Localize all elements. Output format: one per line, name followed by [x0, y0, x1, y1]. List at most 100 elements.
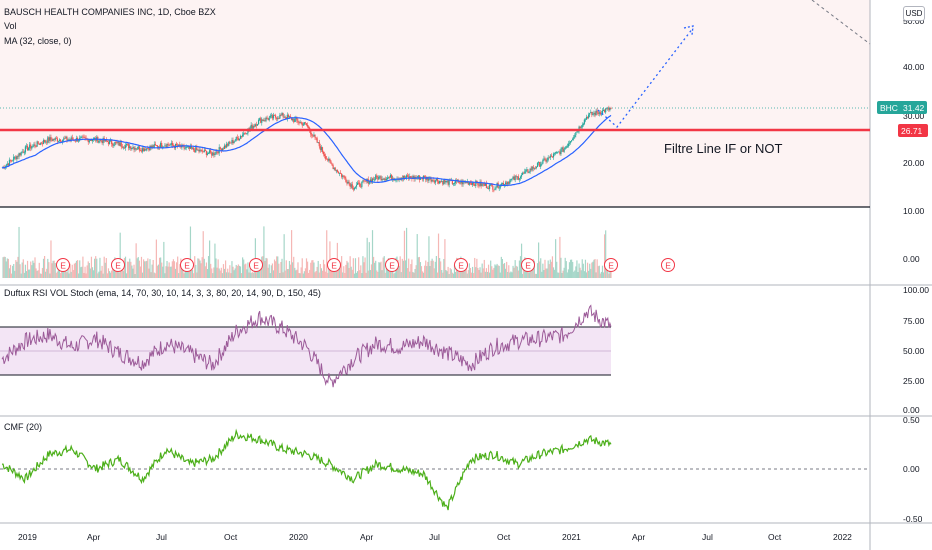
volume-bar	[393, 273, 395, 278]
candle-body	[498, 187, 500, 189]
volume-bar	[434, 261, 436, 278]
candle-body	[334, 167, 336, 171]
earnings-marker[interactable]	[327, 258, 341, 272]
candle-body	[109, 140, 112, 141]
volume-bar	[360, 265, 362, 278]
volume-bar	[474, 257, 476, 278]
volume-bar	[322, 259, 325, 278]
volume-bar	[130, 261, 132, 278]
volume-bar	[454, 271, 457, 278]
volume-bar	[424, 265, 426, 278]
volume-bar	[403, 230, 406, 278]
earnings-marker[interactable]	[111, 258, 125, 272]
candle-body	[594, 112, 596, 116]
candle-body	[84, 137, 86, 139]
volume-bar	[224, 260, 227, 278]
volume-bar	[293, 256, 295, 278]
candle-body	[191, 147, 194, 149]
candle-body	[257, 119, 260, 125]
volume-bar	[157, 264, 160, 278]
volume-bar	[14, 270, 16, 278]
volume-bar	[211, 268, 213, 278]
volume-bar	[303, 271, 305, 278]
candle-body	[195, 147, 197, 153]
volume-bar	[476, 258, 478, 278]
candle-body	[315, 137, 317, 139]
volume-bar	[435, 256, 437, 278]
volume-bar	[588, 270, 590, 278]
volume-bar	[90, 256, 93, 278]
volume-bar	[199, 260, 201, 278]
volume-bar	[578, 263, 580, 278]
earnings-marker[interactable]	[180, 258, 194, 272]
candle-body	[118, 141, 120, 146]
earnings-marker[interactable]	[661, 258, 675, 272]
time-tick: Oct	[497, 532, 511, 542]
candle-body	[591, 111, 593, 115]
volume-bar	[327, 272, 329, 278]
volume-bar	[561, 272, 563, 278]
candle-body	[66, 136, 68, 141]
volume-bar	[538, 242, 540, 278]
candle-body	[286, 114, 288, 119]
candle-body	[354, 186, 357, 188]
candle-body	[598, 112, 600, 114]
volume-bar	[275, 261, 277, 278]
candle-body	[430, 177, 432, 182]
earnings-marker[interactable]	[249, 258, 263, 272]
candle-body	[437, 181, 440, 184]
volume-bar	[140, 256, 143, 278]
candle-body	[57, 140, 60, 142]
candle-body	[70, 137, 72, 140]
candle-body	[129, 146, 131, 149]
volume-bar	[548, 264, 550, 278]
volume-bar	[361, 273, 363, 278]
volume-bar	[547, 260, 549, 278]
volume-bar	[191, 269, 194, 278]
volume-bar	[572, 261, 574, 278]
volume-bar	[153, 272, 155, 278]
currency-button[interactable]: USD	[903, 6, 925, 21]
candle-body	[209, 150, 211, 154]
volume-bar	[252, 272, 254, 278]
candle-body	[481, 183, 483, 187]
candle-body	[353, 187, 356, 190]
candle-body	[167, 143, 169, 145]
earnings-marker[interactable]	[385, 258, 399, 272]
candle-body	[609, 108, 611, 111]
earnings-marker[interactable]	[56, 258, 70, 272]
candle-body	[394, 179, 396, 181]
volume-bar	[498, 265, 500, 278]
candle-body	[284, 116, 286, 118]
volume-bar	[534, 273, 537, 278]
volume-bar	[125, 273, 128, 278]
candle-body	[171, 142, 173, 146]
volume-bar	[94, 258, 96, 278]
candle-body	[40, 142, 42, 144]
last-price-badge	[877, 101, 927, 114]
candle-body	[255, 124, 258, 126]
earnings-marker[interactable]	[521, 258, 535, 272]
volume-bar	[517, 270, 519, 278]
candle-body	[590, 111, 592, 113]
earnings-marker[interactable]	[604, 258, 618, 272]
volume-bar	[475, 267, 477, 278]
candle-body	[567, 143, 570, 147]
time-tick: Jul	[429, 532, 440, 542]
candle-body	[384, 178, 386, 181]
candle-body	[152, 145, 154, 148]
volume-bar	[219, 270, 221, 278]
candle-body	[201, 149, 203, 152]
volume-bar	[166, 261, 168, 278]
volume-bar	[510, 271, 512, 278]
volume-bar	[450, 269, 452, 278]
last-price-symbol: BHC	[880, 103, 898, 113]
volume-bar	[251, 272, 253, 278]
volume-bar	[53, 260, 55, 278]
candle-body	[471, 182, 474, 185]
volume-bar	[359, 270, 361, 278]
earnings-marker[interactable]	[454, 258, 468, 272]
candle-body	[493, 189, 495, 191]
volume-bar	[446, 271, 448, 278]
